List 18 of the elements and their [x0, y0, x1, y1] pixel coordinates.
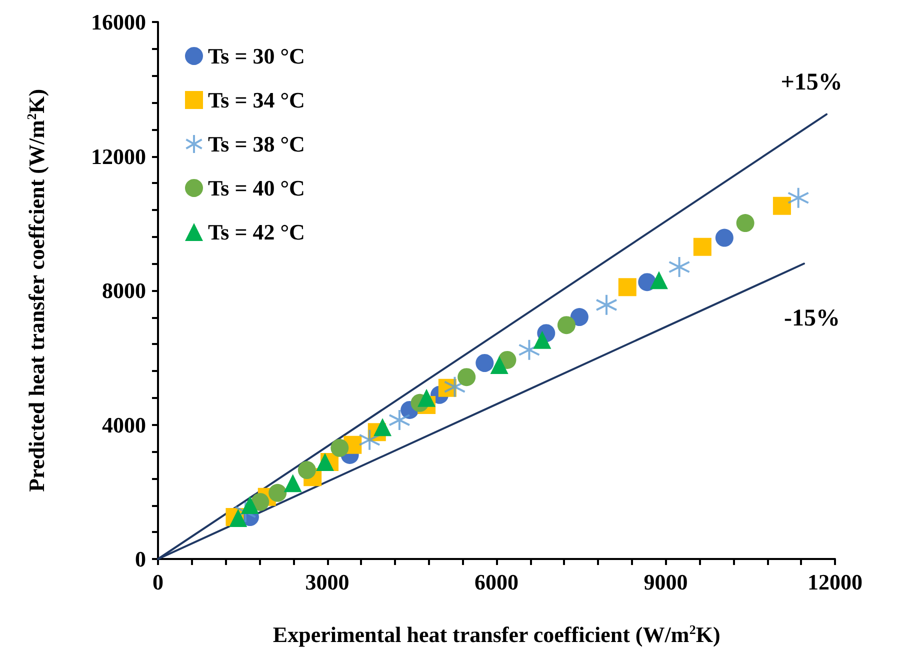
x-tick-label: 3000	[305, 570, 350, 594]
x-tick-label: 12000	[808, 570, 862, 594]
y-tick-label: 16000	[91, 10, 146, 34]
x-tick-label: 0	[152, 570, 164, 594]
y-tick-label: 8000	[102, 278, 146, 303]
legend-label: Ts = 38 °C	[208, 132, 305, 156]
legend-label: Ts = 40 °C	[208, 176, 305, 200]
annotation: -15%	[784, 306, 840, 332]
legend-label: Ts = 30 °C	[208, 44, 305, 68]
y-tick-label: 4000	[102, 412, 146, 438]
x-tick-label: 6000	[474, 570, 518, 594]
y-axis-title: Predicted heat transfer coeffcient (W/m2K)	[24, 88, 49, 492]
y-tick-label: 0	[135, 546, 146, 572]
annotation: +15%	[780, 69, 842, 96]
legend-label: Ts = 42 °C	[208, 220, 305, 244]
y-tick-label: 12000	[91, 144, 146, 169]
x-tick-label: 9000	[644, 570, 688, 594]
legend-label: Ts = 34 °C	[208, 88, 305, 112]
